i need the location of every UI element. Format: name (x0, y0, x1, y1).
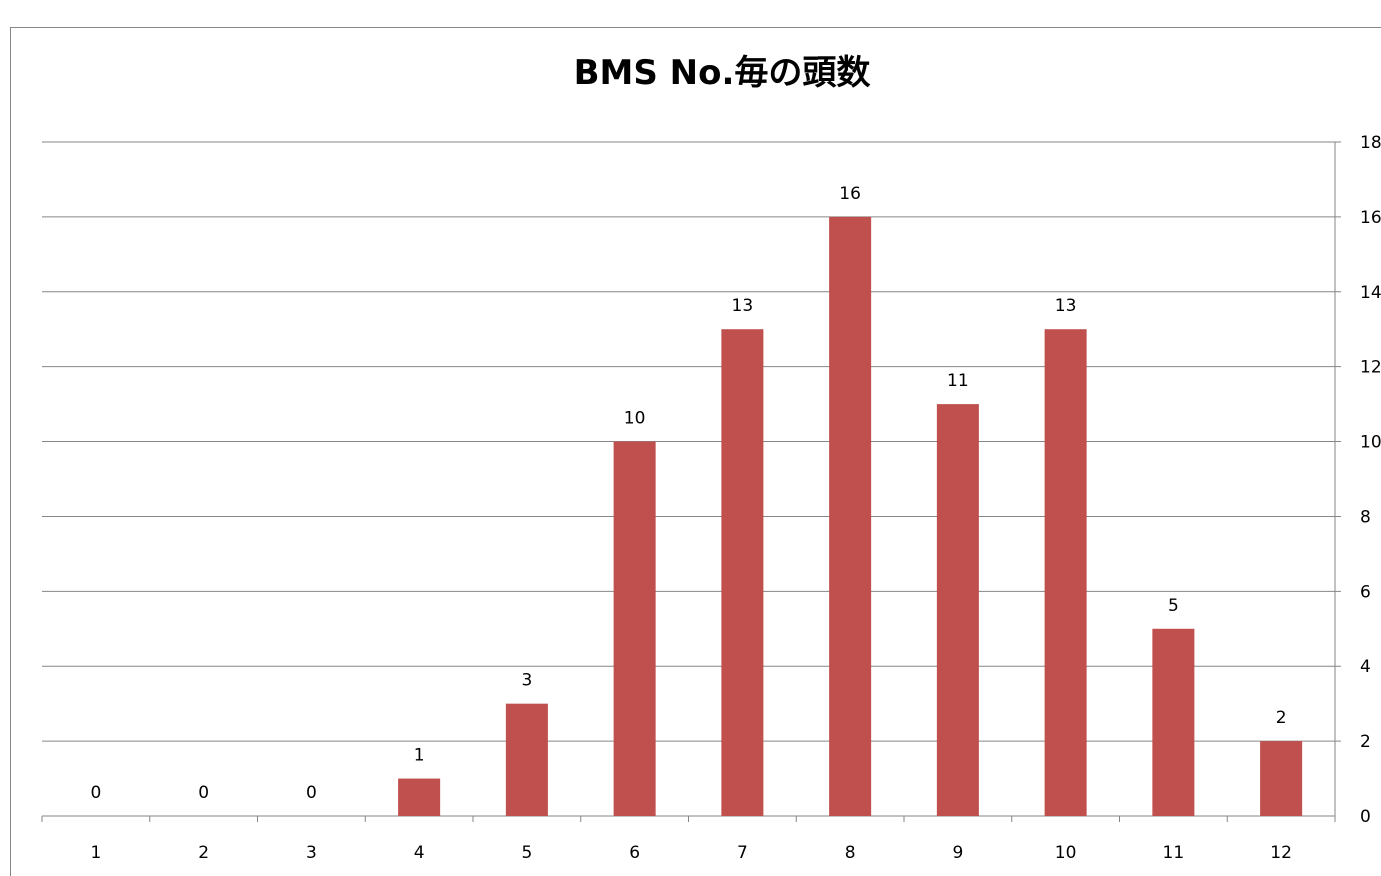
y-tick-label: 18 (1360, 133, 1381, 153)
data-label: 2 (1276, 708, 1287, 728)
x-tick-label: 5 (521, 843, 532, 863)
x-tick-label: 12 (1270, 843, 1292, 863)
bar (721, 329, 764, 816)
x-tick-label: 8 (845, 843, 856, 863)
y-tick-label: 12 (1360, 358, 1381, 378)
data-label: 5 (1168, 596, 1179, 616)
y-tick-label: 2 (1360, 732, 1371, 752)
data-label: 13 (1055, 296, 1077, 316)
y-tick-label: 8 (1360, 507, 1371, 527)
bar (1260, 741, 1303, 816)
y-tick-label: 16 (1360, 208, 1381, 228)
data-label: 0 (306, 783, 317, 803)
y-tick-label: 14 (1360, 283, 1381, 303)
data-label: 11 (947, 371, 969, 391)
x-tick-label: 4 (414, 843, 425, 863)
bar (1044, 329, 1087, 816)
bar (936, 404, 979, 816)
data-label: 0 (90, 783, 101, 803)
bar (1152, 628, 1195, 816)
data-label: 3 (521, 671, 532, 691)
y-tick-label: 10 (1360, 433, 1381, 453)
x-tick-label: 6 (629, 843, 640, 863)
y-tick-label: 0 (1360, 807, 1371, 827)
data-label: 0 (198, 783, 209, 803)
bar (829, 216, 872, 816)
data-label: 10 (624, 409, 646, 429)
data-label: 13 (732, 296, 754, 316)
chart-title: BMS No.毎の頭数 (573, 53, 871, 93)
bar (613, 441, 656, 816)
data-label: 16 (839, 184, 861, 204)
x-tick-label: 9 (952, 843, 963, 863)
x-tick-label: 10 (1055, 843, 1077, 863)
data-label: 1 (414, 746, 425, 766)
y-tick-label: 6 (1360, 582, 1371, 602)
bar (398, 778, 441, 816)
bar (505, 703, 548, 816)
x-tick-label: 1 (90, 843, 101, 863)
x-tick-label: 7 (737, 843, 748, 863)
x-tick-label: 2 (198, 843, 209, 863)
y-tick-label: 4 (1360, 657, 1371, 677)
x-tick-label: 11 (1163, 843, 1185, 863)
x-tick-label: 3 (306, 843, 317, 863)
